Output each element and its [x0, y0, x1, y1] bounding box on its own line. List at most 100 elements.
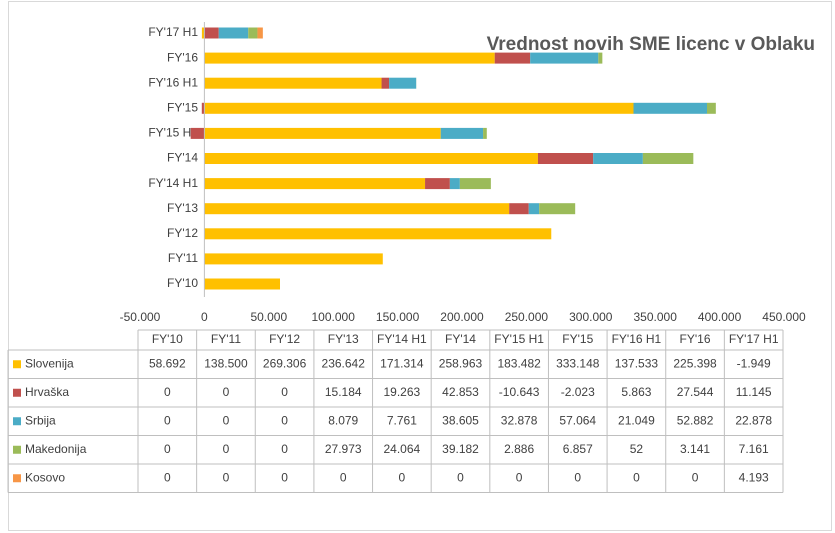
table-cell: -10.643	[499, 385, 540, 399]
y-tick-label: FY'14 H1	[148, 176, 198, 190]
bar	[537, 153, 594, 164]
table-cell: 7.161	[739, 442, 769, 456]
legend-key	[13, 474, 21, 483]
x-tick-label: -50.000	[120, 310, 161, 324]
table-cell: 21.049	[618, 413, 655, 427]
bar	[204, 27, 219, 39]
bar	[204, 153, 538, 164]
bar	[201, 27, 205, 39]
y-tick-label: FY'16 H1	[148, 75, 198, 89]
table-cell: 0	[340, 470, 347, 484]
table-cell: 6.857	[563, 442, 593, 456]
table-header: FY'17 H1	[729, 332, 779, 346]
table-cell: 15.184	[325, 385, 362, 399]
table-cell: 138.500	[204, 356, 248, 370]
bar	[204, 253, 383, 265]
bar	[204, 77, 382, 89]
legend-label: Kosovo	[25, 470, 65, 484]
table-cell: 269.306	[263, 356, 307, 370]
table-cell: 19.263	[384, 385, 421, 399]
table-header: FY'10	[152, 332, 183, 346]
bar	[204, 203, 510, 215]
table-cell: 0	[164, 442, 171, 456]
bar	[642, 153, 694, 164]
bar	[706, 102, 716, 114]
bar	[204, 102, 634, 114]
table-cell: 0	[516, 470, 523, 484]
table-cell: 58.692	[149, 356, 186, 370]
table-cell: 171.314	[380, 356, 424, 370]
bar	[598, 52, 603, 64]
table-cell: 0	[223, 470, 230, 484]
bar	[218, 27, 249, 39]
table-cell: 0	[223, 385, 230, 399]
table-header: FY'12	[269, 332, 300, 346]
bar	[204, 228, 552, 240]
x-tick-label: 0	[201, 310, 208, 324]
bar	[389, 77, 417, 89]
table-cell: 4.193	[739, 470, 769, 484]
bar	[257, 27, 263, 39]
y-tick-label: FY'10	[167, 276, 198, 290]
table-cell: 0	[399, 470, 406, 484]
table-cell: 24.064	[384, 442, 421, 456]
table-cell: 11.145	[736, 385, 772, 399]
table-cell: 0	[164, 470, 171, 484]
table-cell: 333.148	[556, 356, 600, 370]
table-cell: 0	[164, 413, 171, 427]
x-tick-label: 150.000	[376, 310, 420, 324]
table-cell: 57.064	[559, 413, 596, 427]
x-tick-label: 350.000	[634, 310, 678, 324]
bar	[204, 52, 495, 64]
y-tick-label: FY'13	[167, 201, 198, 215]
table-cell: 39.182	[442, 442, 479, 456]
bar	[528, 203, 540, 215]
bar	[248, 27, 258, 39]
table-cell: 0	[281, 385, 288, 399]
table-cell: 3.141	[680, 442, 710, 456]
table-cell: 42.853	[442, 385, 479, 399]
x-tick-label: 300.000	[569, 310, 613, 324]
table-cell: 183.482	[497, 356, 541, 370]
bar	[204, 127, 441, 139]
table-cell: 236.642	[322, 356, 366, 370]
bar	[539, 203, 576, 215]
table-cell: 0	[633, 470, 640, 484]
x-tick-label: 200.000	[440, 310, 484, 324]
table-header: FY'16 H1	[612, 332, 662, 346]
table-cell: 7.761	[387, 413, 417, 427]
x-tick-label: 50.000	[250, 310, 287, 324]
table-header: FY'13	[328, 332, 359, 346]
x-tick-label: 100.000	[312, 310, 356, 324]
bar	[459, 178, 491, 190]
y-tick-label: FY'16	[167, 50, 198, 64]
bar	[530, 52, 599, 64]
table-cell: 52	[630, 442, 644, 456]
y-tick-label: FY'12	[167, 226, 198, 240]
bar	[204, 278, 280, 290]
table-cell: 38.605	[442, 413, 479, 427]
bar	[201, 102, 205, 114]
legend-key	[13, 445, 21, 454]
bar	[449, 178, 460, 190]
chart-title: Vrednost novih SME licenc v Oblaku	[487, 34, 815, 55]
table-cell: 27.973	[325, 442, 362, 456]
bar	[204, 178, 426, 190]
legend-label: Hrvaška	[25, 385, 69, 399]
table-cell: 32.878	[501, 413, 538, 427]
table-cell: 2.886	[504, 442, 534, 456]
bar	[440, 127, 484, 139]
bar	[483, 127, 487, 139]
x-tick-label: 250.000	[505, 310, 549, 324]
table-cell: 137.533	[615, 356, 659, 370]
table-cell: 52.882	[677, 413, 714, 427]
y-tick-label: FY'15 H1	[148, 126, 198, 140]
legend-key	[13, 417, 21, 426]
y-tick-label: FY'15	[167, 100, 198, 114]
y-tick-label: FY'17 H1	[148, 25, 198, 39]
table-header: FY'14 H1	[377, 332, 427, 346]
bar	[509, 203, 529, 215]
bar	[381, 77, 390, 89]
table-cell: -1.949	[737, 356, 771, 370]
legend-key	[13, 360, 21, 369]
